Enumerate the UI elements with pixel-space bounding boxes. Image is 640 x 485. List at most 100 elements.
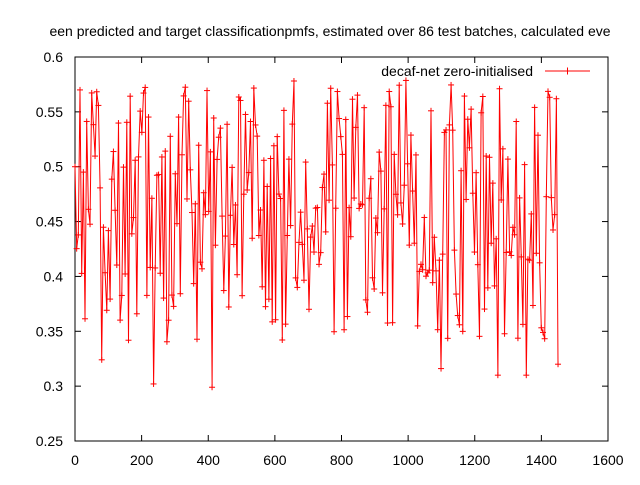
data-point <box>402 77 409 84</box>
data-point <box>382 102 389 109</box>
data-point <box>349 96 356 103</box>
data-point <box>503 249 510 256</box>
data-point <box>446 121 453 128</box>
data-point <box>289 121 296 128</box>
data-point <box>194 336 201 343</box>
data-point <box>513 118 520 125</box>
data-point <box>252 121 259 128</box>
data-point <box>550 226 557 233</box>
data-point <box>225 303 232 310</box>
data-point <box>519 321 526 328</box>
data-point <box>280 107 287 114</box>
data-point <box>87 221 94 228</box>
data-point <box>486 154 493 161</box>
data-point <box>172 170 179 177</box>
data-point <box>548 194 555 201</box>
data-point <box>282 321 289 328</box>
data-point <box>412 151 419 158</box>
data-point <box>220 287 227 294</box>
data-point <box>414 322 421 329</box>
data-point <box>421 214 428 221</box>
data-point <box>143 292 150 299</box>
data-point <box>359 201 366 208</box>
data-point <box>98 356 105 363</box>
data-point <box>162 148 169 155</box>
data-point <box>386 88 393 95</box>
data-point <box>367 175 374 182</box>
data-point <box>438 365 445 372</box>
data-point <box>255 232 262 239</box>
data-point <box>199 265 206 272</box>
x-tick-label: 1400 <box>526 452 557 468</box>
data-point <box>463 196 470 203</box>
data-point <box>115 120 122 127</box>
data-point <box>163 338 170 345</box>
data-point <box>483 153 490 160</box>
data-point <box>209 384 216 391</box>
data-point <box>364 309 371 316</box>
data-point <box>147 264 154 271</box>
data-point <box>157 270 164 277</box>
data-point <box>267 155 274 162</box>
data-point <box>292 274 299 281</box>
data-point <box>443 126 450 133</box>
data-point <box>362 296 369 303</box>
data-point <box>204 87 211 94</box>
data-point <box>224 121 231 128</box>
data-point <box>546 94 553 101</box>
plot-area-border <box>74 56 609 442</box>
data-point <box>514 335 521 342</box>
data-point <box>234 271 241 278</box>
data-point <box>127 93 134 100</box>
data-point <box>85 206 92 213</box>
data-point <box>536 259 543 266</box>
data-point <box>491 282 498 289</box>
data-point <box>397 199 404 206</box>
y-tick-label: 0.45 <box>36 214 63 230</box>
data-point <box>122 270 129 277</box>
data-point <box>553 95 560 102</box>
data-point <box>309 223 316 230</box>
data-point <box>336 115 343 122</box>
data-point <box>538 324 545 331</box>
data-point <box>90 121 97 128</box>
data-point <box>545 88 552 95</box>
data-point <box>409 188 416 195</box>
series-layer <box>72 77 562 391</box>
data-point <box>135 153 142 160</box>
data-point <box>494 372 501 379</box>
data-point <box>97 184 104 191</box>
data-point <box>284 232 291 239</box>
y-tick-label: 0.6 <box>44 49 64 65</box>
data-point <box>361 104 368 111</box>
data-point <box>264 183 271 190</box>
data-point <box>377 168 384 175</box>
data-point <box>250 85 257 92</box>
data-point <box>138 129 145 136</box>
data-point <box>304 225 311 232</box>
data-point <box>232 201 239 208</box>
data-point <box>498 196 505 203</box>
data-point <box>300 277 307 284</box>
data-point <box>428 107 435 114</box>
data-point <box>417 261 424 268</box>
data-point <box>183 195 190 202</box>
data-point <box>155 171 162 178</box>
data-point <box>314 204 321 211</box>
data-point <box>182 84 189 91</box>
data-point <box>488 240 495 247</box>
data-point <box>479 93 486 100</box>
data-point <box>332 205 339 212</box>
data-point <box>422 273 429 280</box>
data-point <box>426 267 433 274</box>
data-point <box>245 169 252 176</box>
data-point <box>110 148 117 155</box>
data-point <box>481 306 488 313</box>
data-point <box>555 361 562 368</box>
data-point <box>501 330 508 337</box>
data-point <box>344 313 351 320</box>
data-point <box>389 319 396 326</box>
data-point <box>324 100 331 107</box>
data-point <box>464 116 471 123</box>
data-point <box>202 211 209 218</box>
